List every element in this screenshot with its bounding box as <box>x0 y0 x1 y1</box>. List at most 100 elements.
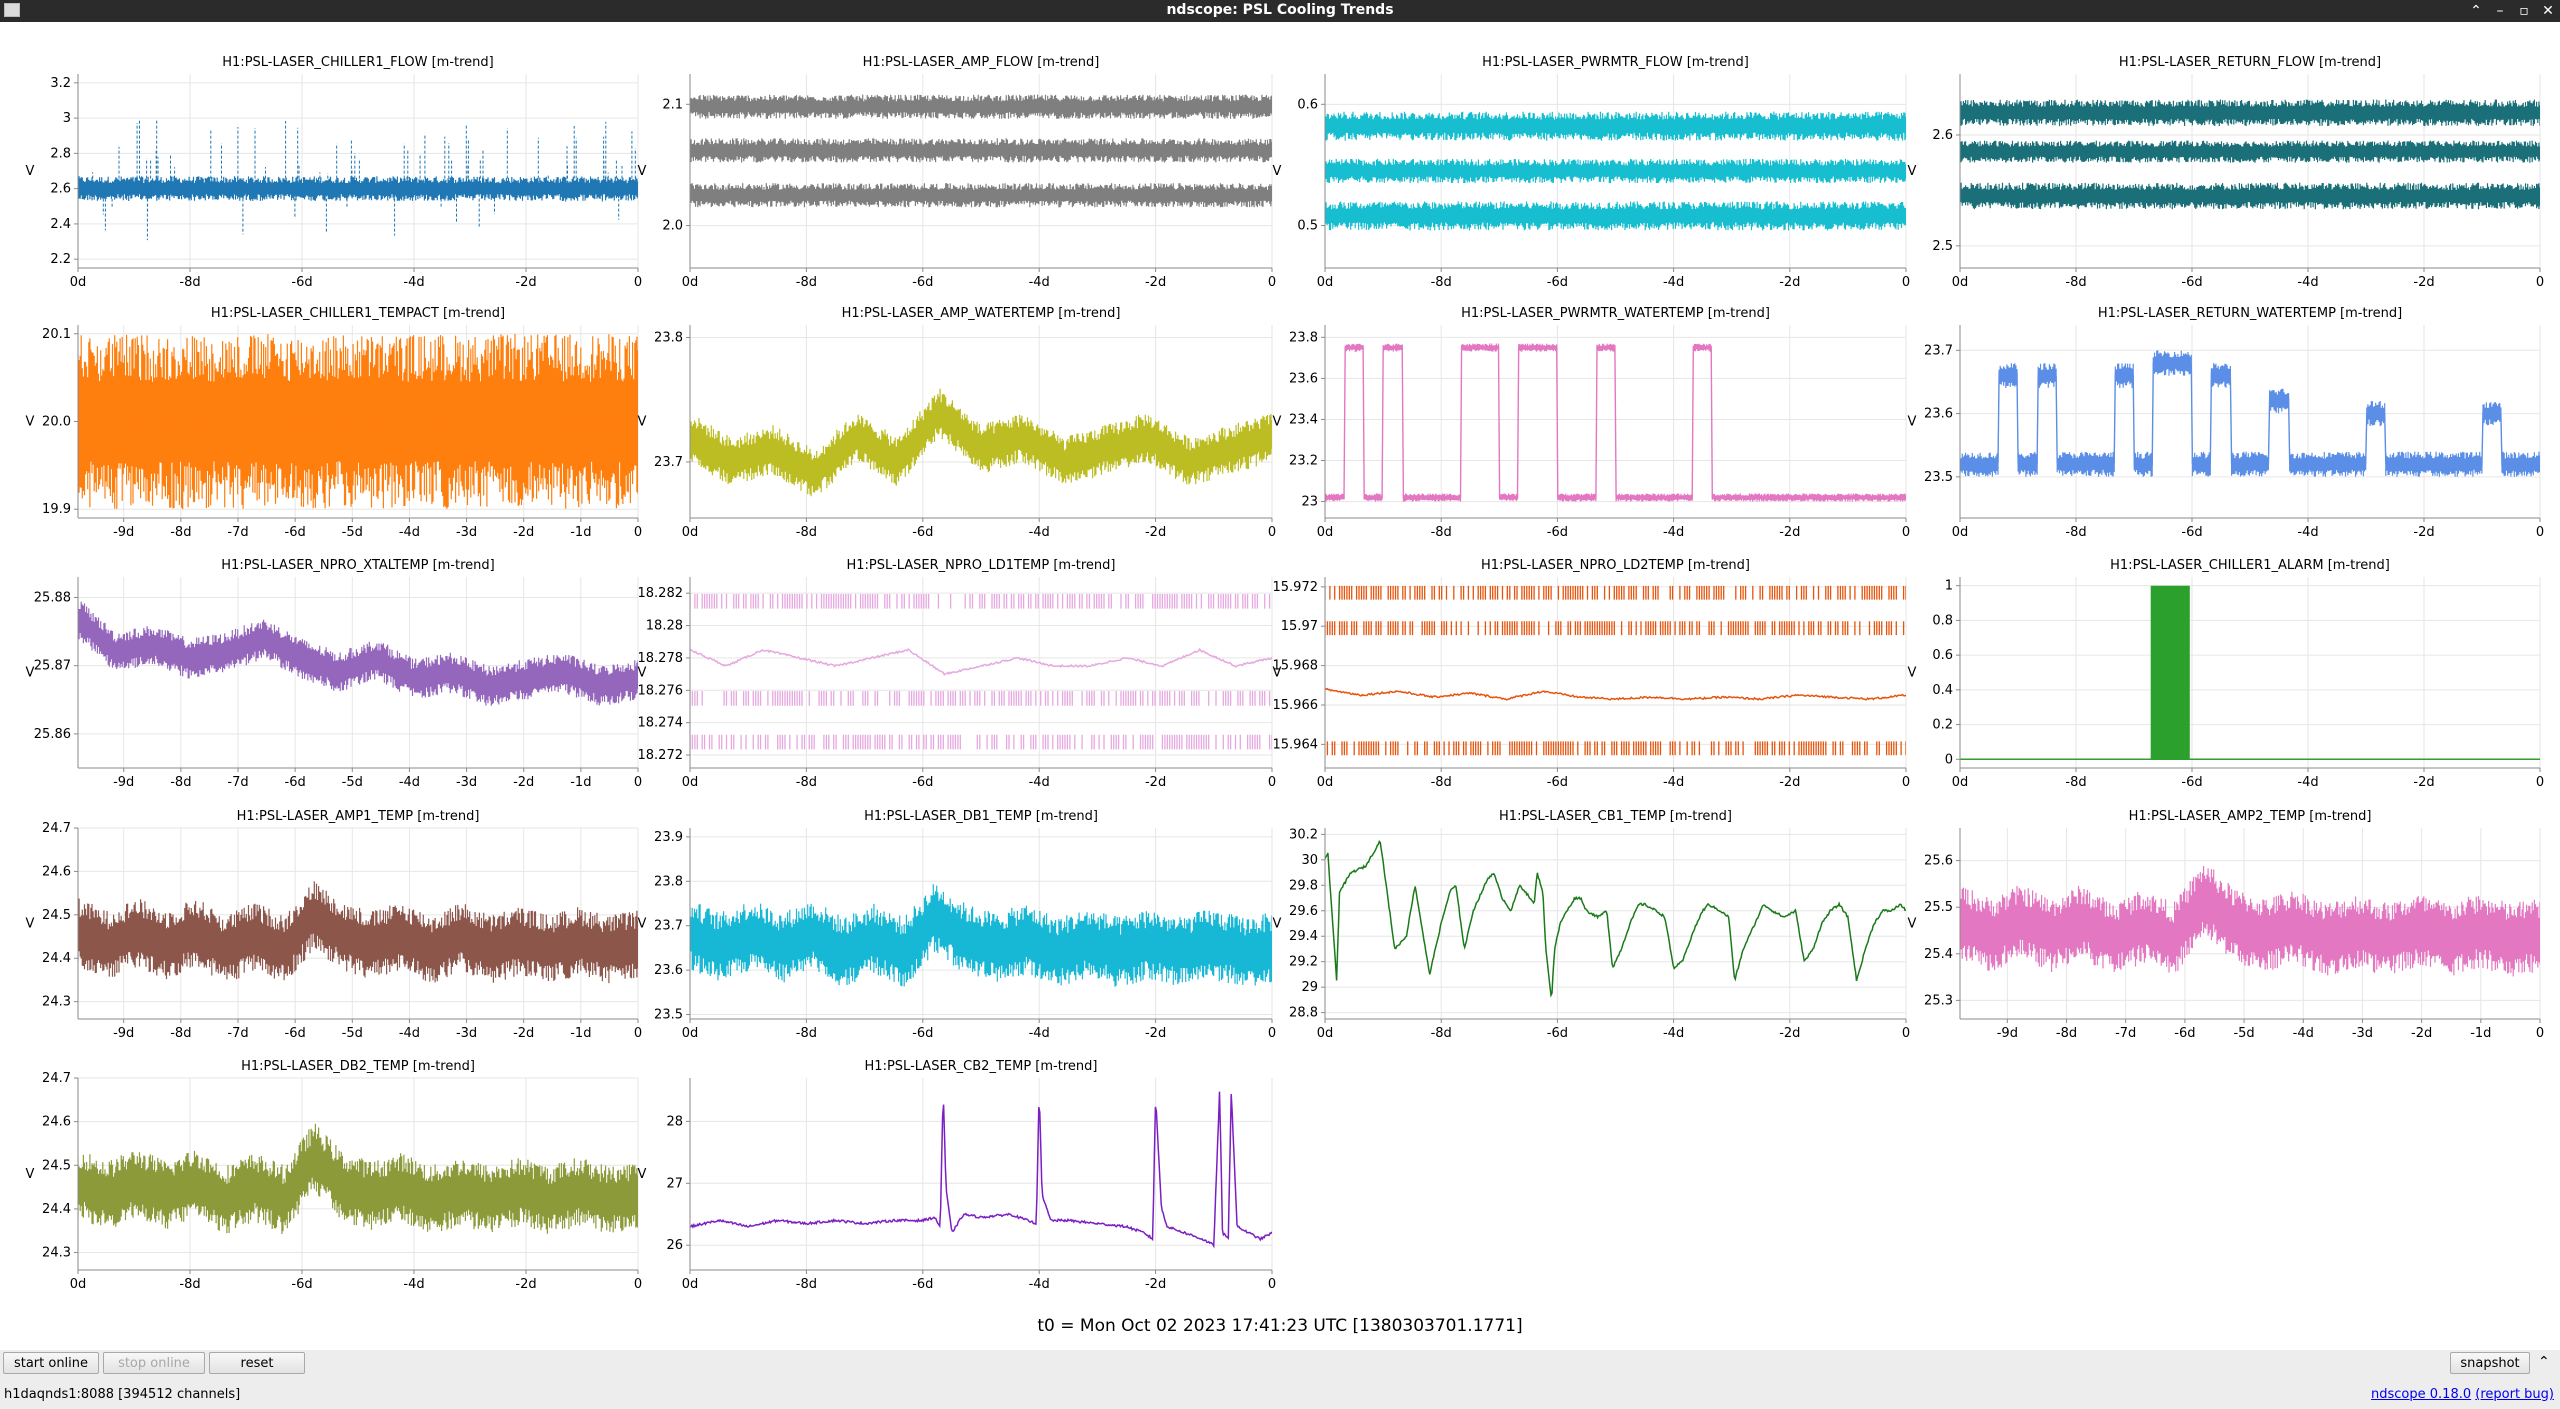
y-tick-label: 25.3 <box>1924 993 1953 1008</box>
close-icon[interactable]: ✕ <box>2542 3 2554 19</box>
x-tick-label: -4d <box>1029 525 1050 540</box>
plot-1[interactable]: 2.0 2.1 0d -8d -6d -4d -2d 0 H1:PSL-LASER_AMP_FL… <box>638 55 1277 290</box>
maximize-icon[interactable]: ▫ <box>2519 3 2529 19</box>
snapshot-button[interactable]: snapshot <box>2450 1352 2530 1374</box>
plot-14[interactable]: 28.8 29 29.2 29.4 29.6 29.8 30 30.2 0d -8d -6d -4d -… <box>1273 809 1911 1041</box>
plot-data <box>78 881 638 984</box>
stop-online-button[interactable]: stop online <box>103 1352 205 1374</box>
plot-9[interactable]: 18.272 18.274 18.276 18.278 18.28 18.282 0d -8d… <box>638 558 1277 790</box>
minimize-icon[interactable]: – <box>2496 3 2504 19</box>
plot-17[interactable]: 26 27 28 0d -8d -6d -4d -2d 0 H1:PSL-LASER_CB2_TE… <box>638 1059 1277 1292</box>
y-tick-label: 30.2 <box>1289 827 1318 842</box>
y-axis-label: V <box>26 917 35 932</box>
plot-data <box>78 601 638 706</box>
y-tick-label: 26 <box>666 1238 683 1253</box>
app-icon <box>4 3 20 17</box>
plot-0[interactable]: 2.2 2.4 2.6 2.8 3 3.2 0d -8d -6d -4d -2d 0 H1:PSL-LA… <box>26 55 643 290</box>
x-tick-label: -6d <box>2181 275 2202 290</box>
x-tick-label: -9d <box>113 525 134 540</box>
x-tick-label: 0 <box>1268 275 1276 290</box>
x-tick-label: -8d <box>2056 1026 2077 1041</box>
x-tick-label: 0d <box>1952 275 1969 290</box>
x-tick-label: 0 <box>634 1026 642 1041</box>
x-tick-label: -6d <box>285 775 306 790</box>
plot-data <box>1325 111 1906 231</box>
plot-4[interactable]: 19.9 20.0 20.1 -9d -8d -7d -6d -5d -4d -3d -2d -1d 0… <box>26 306 643 540</box>
x-tick-label: -6d <box>912 1277 933 1292</box>
plot-15[interactable]: 25.3 25.4 25.5 25.6 -9d -8d -7d -6d -5d -4d -3d -2d… <box>1908 809 2545 1041</box>
x-tick-label: 0 <box>1902 275 1910 290</box>
y-tick-label: 2.6 <box>50 182 71 197</box>
x-tick-label: -4d <box>1029 1277 1050 1292</box>
plot-title: H1:PSL-LASER_NPRO_LD1TEMP [m-trend] <box>847 558 1116 573</box>
y-tick-label: 2.0 <box>662 219 683 234</box>
x-tick-label: -6d <box>2181 775 2202 790</box>
x-tick-label: 0 <box>634 275 642 290</box>
plot-7[interactable]: 23.5 23.6 23.7 0d -8d -6d -4d -2d 0 H1:PSL-LASER_… <box>1908 306 2545 540</box>
x-tick-label: -8d <box>179 275 200 290</box>
series-bars <box>1325 621 1905 636</box>
series-bars <box>690 734 1272 750</box>
x-tick-label: -8d <box>796 525 817 540</box>
plot-6[interactable]: 23 23.2 23.4 23.6 23.8 0d -8d -6d -4d -2d 0 H1:PSL-… <box>1273 306 1911 540</box>
plot-16[interactable]: 24.3 24.4 24.5 24.6 24.7 0d -8d -6d -4d -2d 0 H1:PS… <box>26 1059 643 1292</box>
start-online-button[interactable]: start online <box>3 1352 99 1374</box>
reset-button[interactable]: reset <box>209 1352 305 1374</box>
x-tick-label: -4d <box>1029 775 1050 790</box>
series-line <box>690 647 1272 677</box>
y-axis-label: V <box>1273 415 1282 430</box>
report-bug-link[interactable]: (report bug) <box>2475 1387 2554 1402</box>
x-tick-label: -6d <box>291 1277 312 1292</box>
plot-3[interactable]: 2.5 2.6 0d -8d -6d -4d -2d 0 H1:PSL-LASER_RETURN… <box>1908 55 2545 290</box>
y-tick-label: 18.272 <box>638 748 684 763</box>
x-tick-label: 0d <box>1317 525 1334 540</box>
shade-icon[interactable]: ⌃ <box>2470 3 2482 19</box>
x-tick-label: -4d <box>403 275 424 290</box>
plot-5[interactable]: 23.7 23.8 0d -8d -6d -4d -2d 0 H1:PSL-LASER_AMP_… <box>638 306 1277 540</box>
x-tick-label: -4d <box>1663 275 1684 290</box>
plot-12[interactable]: 24.3 24.4 24.5 24.6 24.7 -9d -8d -7d -6d -5d -4d -3… <box>26 809 643 1041</box>
plots-svg[interactable]: 2.2 2.4 2.6 2.8 3 3.2 0d -8d -6d -4d -2d 0 H1:PSL-LA… <box>0 22 2560 1312</box>
x-tick-label: -8d <box>796 275 817 290</box>
series-line <box>1325 840 1906 998</box>
plot-10[interactable]: 15.964 15.966 15.968 15.97 15.972 0d -8d -6d -4d… <box>1273 558 1911 790</box>
resize-grip-icon[interactable]: ⌃ <box>2538 1354 2550 1370</box>
y-tick-label: 25.5 <box>1924 900 1953 915</box>
x-tick-label: -6d <box>285 1026 306 1041</box>
plot-13[interactable]: 23.5 23.6 23.7 23.8 23.9 0d -8d -6d -4d -2d 0 H1:PS… <box>638 809 1277 1041</box>
plot-title: H1:PSL-LASER_NPRO_XTALTEMP [m-trend] <box>221 558 494 573</box>
series-mean <box>78 1155 638 1207</box>
series-band <box>690 884 1272 987</box>
y-axis-label: V <box>1273 666 1282 681</box>
plot-2[interactable]: 0.5 0.6 0d -8d -6d -4d -2d 0 H1:PSL-LASER_PWRMTR… <box>1273 55 1911 290</box>
y-tick-label: 23 <box>1301 495 1318 510</box>
plot-8[interactable]: 25.86 25.87 25.88 -9d -8d -7d -6d -5d -4d -3d -2d -… <box>26 558 643 790</box>
x-tick-label: 0d <box>1317 1026 1334 1041</box>
x-tick-label: -6d <box>1547 1026 1568 1041</box>
y-tick-label: 3 <box>63 111 71 126</box>
y-tick-label: 0.5 <box>1297 219 1318 234</box>
y-tick-label: 24.3 <box>42 1246 71 1261</box>
plot-title: H1:PSL-LASER_PWRMTR_FLOW [m-trend] <box>1482 55 1749 70</box>
version-link[interactable]: ndscope 0.18.0 <box>2371 1387 2472 1402</box>
x-tick-label: 0 <box>1902 1026 1910 1041</box>
t0-label: t0 = Mon Oct 02 2023 17:41:23 UTC [13803… <box>1037 1316 1523 1336</box>
plot-data <box>1960 866 2540 977</box>
x-tick-label: 0 <box>2536 525 2544 540</box>
x-tick-label: 0 <box>1268 1026 1276 1041</box>
series-alarm <box>2150 585 2190 760</box>
x-tick-label: -1d <box>2470 1026 2491 1041</box>
x-tick-label: -1d <box>570 525 591 540</box>
plot-11[interactable]: 0 0.2 0.4 0.6 0.8 1 0d -8d -6d -4d -2d 0 H1:PSL-LASE… <box>1908 558 2545 790</box>
y-axis-label: V <box>1273 164 1282 179</box>
plot-title: H1:PSL-LASER_DB2_TEMP [m-trend] <box>241 1059 475 1074</box>
y-tick-label: 30 <box>1301 853 1318 868</box>
series-bars <box>1325 585 1906 600</box>
y-axis-label: V <box>1908 415 1917 430</box>
plot-area[interactable]: 2.2 2.4 2.6 2.8 3 3.2 0d -8d -6d -4d -2d 0 H1:PSL-LA… <box>0 22 2560 1350</box>
y-axis-label: V <box>26 164 35 179</box>
y-tick-label: 2.6 <box>1932 128 1953 143</box>
x-tick-label: -6d <box>912 1026 933 1041</box>
y-tick-label: 3.2 <box>50 76 71 91</box>
y-tick-label: 27 <box>666 1176 683 1191</box>
